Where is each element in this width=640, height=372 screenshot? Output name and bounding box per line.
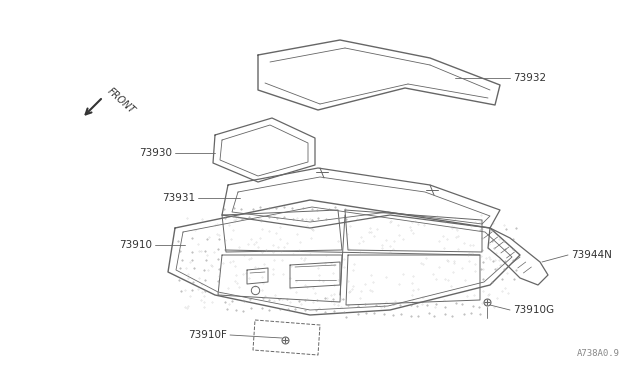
- Text: A738A0.9: A738A0.9: [577, 349, 620, 358]
- Text: 73910: 73910: [119, 240, 152, 250]
- Text: 73930: 73930: [139, 148, 172, 158]
- Text: 73944N: 73944N: [571, 250, 612, 260]
- Text: 73932: 73932: [513, 73, 546, 83]
- Text: 73910F: 73910F: [188, 330, 227, 340]
- Text: FRONT: FRONT: [106, 86, 137, 116]
- Text: 73931: 73931: [162, 193, 195, 203]
- Text: 73910G: 73910G: [513, 305, 554, 315]
